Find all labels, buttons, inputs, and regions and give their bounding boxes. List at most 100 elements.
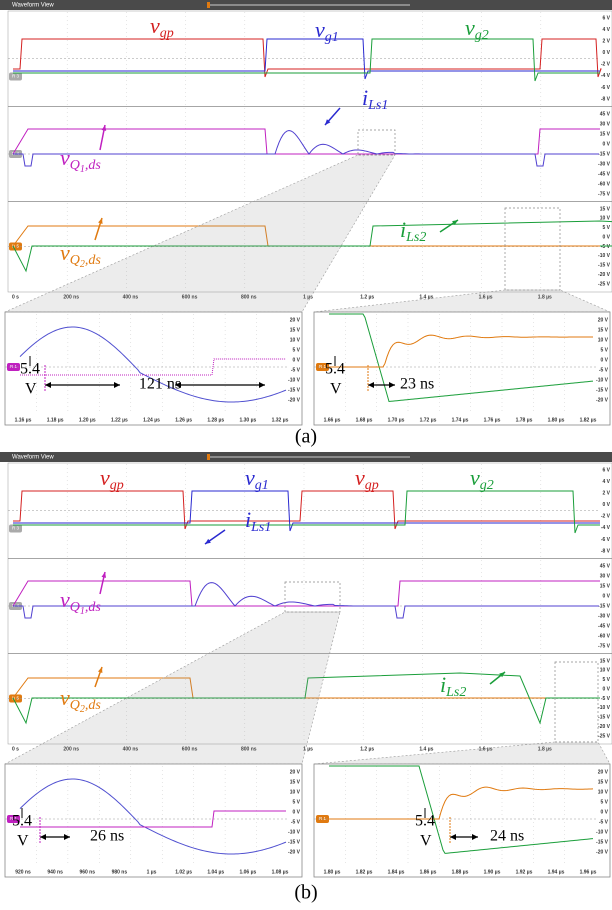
y-tick-label: 10 V [598, 337, 609, 343]
subscript: gp [160, 26, 174, 41]
inset-frame [314, 312, 610, 425]
y-tick-label: -20 V [598, 724, 611, 730]
y-tick-label: -25 V [598, 733, 611, 739]
header-title: Waveform View [12, 455, 54, 461]
x-tick-label: 1 µs [147, 869, 157, 875]
y-tick-label: -10 V [598, 705, 611, 711]
y-tick-label: 20 V [598, 769, 609, 775]
y-tick-label: 6 V [602, 15, 610, 21]
x-tick-label: 1.30 µs [239, 417, 256, 423]
y-tick-label: 15 V [600, 206, 611, 212]
x-tick-label: 1.32 µs [272, 417, 289, 423]
y-tick-label: -2 V [601, 62, 611, 68]
y-tick-label: 15 V [600, 583, 611, 589]
y-tick-label: -60 V [598, 181, 611, 187]
y-tick-label: -20 V [288, 849, 301, 855]
zoom-cone [314, 742, 610, 764]
y-tick-label: -15 V [598, 715, 611, 721]
symbol: v [315, 17, 325, 42]
suffix: ,ds [85, 158, 102, 173]
symbol: v [60, 240, 70, 265]
y-tick-label: 4 V [602, 27, 610, 33]
y-tick-label: 5 V [600, 347, 608, 353]
y-tick-label: -15 V [598, 603, 611, 609]
y-tick-label: -5 V [601, 696, 611, 702]
x-tick-label: 1.18 µs [47, 417, 64, 423]
y-tick-label: -10 V [596, 829, 609, 835]
x-tick-label: 1.82 µs [580, 417, 597, 423]
y-tick-label: 10 V [290, 789, 301, 795]
y-tick-label: 5 V [602, 677, 610, 683]
y-tick-label: -25 V [598, 281, 611, 287]
subscript: Ls1 [250, 520, 271, 535]
subscript: g2 [480, 478, 494, 493]
y-tick-label: -75 V [598, 191, 611, 197]
symbol: v [470, 465, 480, 490]
channel-label: R 3 [12, 526, 20, 531]
channel-label: R 1 [319, 816, 327, 821]
cursor [207, 2, 210, 8]
y-tick-label: -8 V [601, 96, 611, 102]
y-tick-label: -5 V [599, 367, 609, 373]
y-tick-label: 15 V [290, 327, 301, 333]
y-tick-label: -15 V [598, 151, 611, 157]
x-tick-label: 1.94 µs [548, 869, 565, 875]
x-tick-label: 0 s [12, 746, 19, 752]
y-tick-label: -6 V [601, 85, 611, 91]
y-tick-label: -15 V [596, 839, 609, 845]
y-tick-label: 20 V [290, 317, 301, 323]
subscript: Q [70, 600, 80, 615]
y-tick-label: -4 V [601, 73, 611, 79]
y-tick-label: -45 V [598, 171, 611, 177]
x-tick-label: 960 ns [79, 869, 95, 875]
symbol: v [355, 465, 365, 490]
y-tick-label: 2 V [602, 38, 610, 44]
y-tick-label: 0 V [602, 141, 610, 147]
x-tick-label: 1.28 µs [207, 417, 224, 423]
suffix: ,ds [85, 253, 102, 268]
y-tick-label: 0 V [600, 809, 608, 815]
suffix: ,ds [85, 698, 102, 713]
y-tick-label: 45 V [600, 563, 611, 569]
x-tick-label: 940 ns [47, 869, 63, 875]
y-tick-label: 30 V [600, 121, 611, 127]
step-unit: V [17, 833, 29, 850]
y-tick-label: 0 V [292, 357, 300, 363]
caption: (b) [294, 882, 317, 904]
x-tick-label: 1.88 µs [452, 869, 469, 875]
y-tick-label: -75 V [598, 643, 611, 649]
subscript: Q [70, 158, 80, 173]
subscript: gp [110, 478, 124, 493]
x-tick-label: 1.82 µs [356, 869, 373, 875]
x-tick-label: 1.06 µs [239, 869, 256, 875]
y-tick-label: 45 V [600, 111, 611, 117]
symbol: v [100, 465, 110, 490]
figure: Waveform View 6 V 4 V 2 V 0 V -2 V -4 V -6 V -8 … [0, 0, 612, 910]
caption: (a) [295, 426, 317, 448]
x-tick-label: 1.2 µs [360, 746, 374, 752]
delay-label: 121 ns [139, 376, 181, 393]
inset-frame [314, 764, 610, 877]
y-tick-label: -2 V [601, 514, 611, 520]
x-tick-label: 1.20 µs [79, 417, 96, 423]
y-tick-label: 15 V [598, 327, 609, 333]
x-tick-label: 1.90 µs [484, 869, 501, 875]
y-tick-label: -45 V [598, 623, 611, 629]
x-tick-label: 1.68 µs [356, 417, 373, 423]
y-tick-label: 15 V [600, 658, 611, 664]
y-tick-label: -10 V [598, 253, 611, 259]
y-tick-label: 15 V [598, 779, 609, 785]
symbol: v [60, 587, 70, 612]
x-tick-label: 1.70 µs [388, 417, 405, 423]
y-tick-label: -10 V [288, 377, 301, 383]
y-tick-label: 0 V [602, 502, 610, 508]
x-tick-label: 1.2 µs [360, 294, 374, 300]
x-tick-label: 1.72 µs [420, 417, 437, 423]
suffix: ,ds [85, 600, 102, 615]
y-tick-label: -5 V [291, 819, 301, 825]
x-tick-label: 1.78 µs [516, 417, 533, 423]
x-tick-label: 1.66 µs [324, 417, 341, 423]
delay-label: 23 ns [400, 376, 434, 393]
x-tick-label: 1.22 µs [111, 417, 128, 423]
y-tick-label: 2 V [602, 490, 610, 496]
